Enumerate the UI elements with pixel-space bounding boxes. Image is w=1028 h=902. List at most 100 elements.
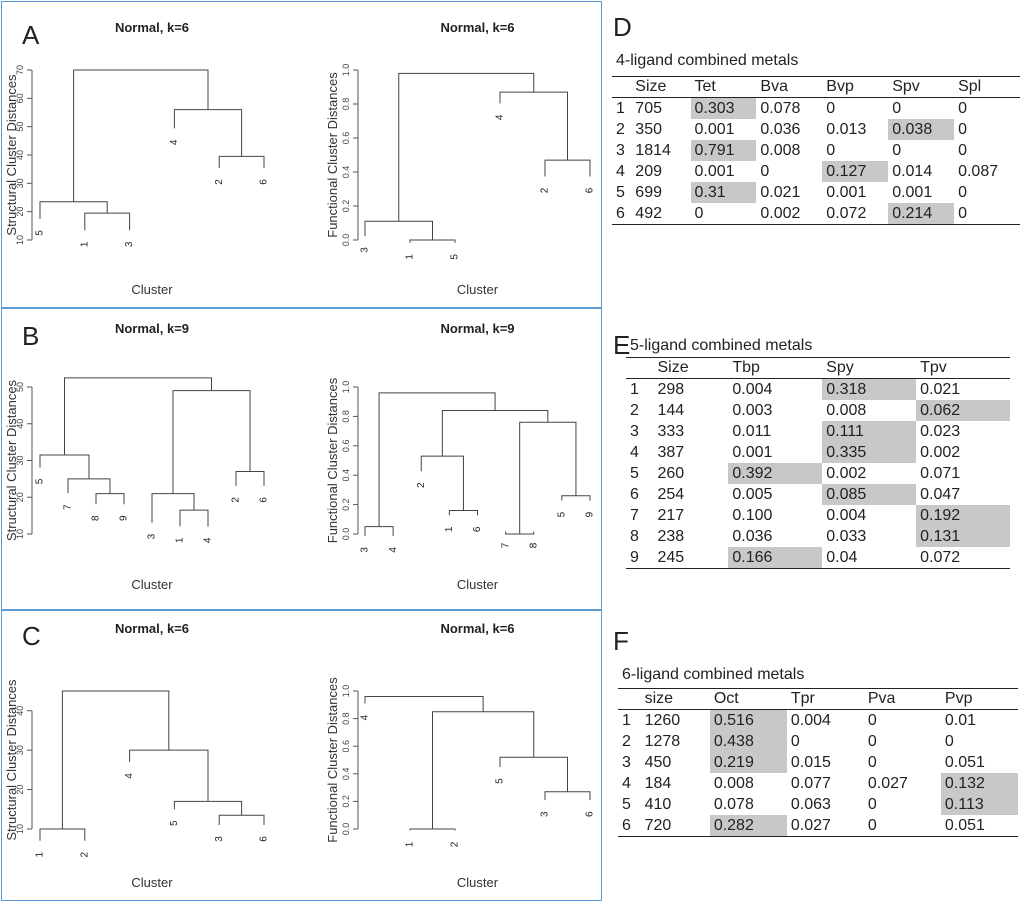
table-cell: 2: [616, 120, 625, 138]
table-cell: 0: [892, 99, 902, 117]
table-cell: 0.011: [732, 422, 772, 440]
table-cell: 0: [863, 815, 941, 837]
leaf-label: 6: [259, 497, 270, 503]
column-header: Pvp: [940, 688, 1018, 710]
table-cell: 0.036: [760, 120, 801, 138]
dendrogram-branch: [364, 526, 394, 536]
leaf-label: 1: [79, 241, 90, 247]
table-cell: 333: [657, 422, 685, 440]
y-tick-label: 70: [15, 65, 25, 75]
table-cell: 238: [657, 527, 685, 545]
table-cell: 0.303: [690, 97, 757, 119]
table-cell: 0.021: [920, 380, 961, 398]
table-cell: 0.085: [822, 484, 917, 505]
structural-dendrogram: Normal, k=6 Cluster Structural Cluster Dis…: [4, 621, 270, 890]
table-cell: 2: [630, 401, 639, 419]
dendrogram-branch: [409, 239, 456, 243]
table-cell: 0.01: [944, 711, 977, 729]
y-tick-label: 40: [15, 150, 25, 160]
table-cell: 0: [944, 732, 954, 750]
table-cell: 0.087: [958, 162, 999, 180]
table-cell: 0.008: [713, 774, 754, 792]
table-row: 4 387 0.001 0.335 0.002: [626, 442, 1010, 463]
y-tick-label: 0.0: [341, 823, 351, 836]
leaf-label: 7: [500, 542, 511, 548]
table-cell: 699: [635, 183, 662, 201]
table-label: F: [613, 626, 629, 656]
y-tick-label: 0.2: [341, 200, 351, 213]
leaf-label: 5: [35, 478, 46, 484]
column-header: [618, 688, 641, 710]
dendrogram-branch: [448, 509, 478, 516]
dendrogram-pair-b: Normal, k=9 Cluster Structural Cluster Dis…: [4, 321, 596, 592]
dendrogram-branch: [67, 478, 111, 494]
table-cell: 0.051: [940, 815, 1018, 837]
leaf-label: 4: [169, 139, 180, 145]
leaf-label: 5: [557, 511, 568, 517]
y-axis-label: Functional Cluster Distances: [325, 377, 340, 543]
table-cell: 0.002: [920, 443, 961, 461]
table-cell: 0.078: [713, 795, 754, 813]
functional-dendrogram: Normal, k=6 Cluster Functional Cluster Dis…: [325, 621, 596, 890]
table-cell: 0: [867, 795, 877, 813]
x-axis-label: Cluster: [131, 282, 173, 297]
table-cell: 1: [630, 380, 639, 398]
y-axis-label: Structural Cluster Distances: [4, 74, 19, 236]
leaf-label: 6: [259, 179, 270, 185]
leaf-label: 3: [214, 836, 225, 842]
dendrogram-title: Normal, k=6: [440, 20, 514, 35]
dendrogram-branch: [378, 392, 496, 527]
table-cell: 9: [626, 547, 654, 569]
table-cell: 0.021: [760, 183, 801, 201]
leaf-label: 2: [450, 841, 461, 847]
table-cell: 0.127: [822, 161, 889, 182]
table-cell: 0.004: [732, 380, 773, 398]
table-cell: 7: [630, 506, 639, 524]
panel-a: A Normal, k=6 Cluster Structural Cluster D…: [1, 1, 602, 308]
table-cell: 0.008: [760, 141, 801, 159]
table-cell: 1814: [635, 141, 671, 159]
leaf-label: 2: [79, 852, 90, 858]
column-header: Spl: [954, 76, 1020, 98]
dendrogram-branch: [420, 455, 464, 511]
x-axis-label: Cluster: [457, 577, 499, 592]
table-4-ligand: Size Tet Bva Bvp Spv Spl 1 705 0.303 0.078 0 0 0 2 350…: [612, 76, 1020, 225]
table-cell: 0.047: [920, 485, 961, 503]
dendrogram-branch: [398, 72, 535, 222]
table-cell: 1: [622, 711, 631, 729]
x-axis-label: Cluster: [131, 577, 173, 592]
table-cell: 0.051: [944, 753, 985, 771]
table-cell: 0: [958, 141, 967, 159]
table-cell: 0: [867, 753, 877, 771]
table-cell: 0: [690, 203, 757, 225]
dendrogram-title: Normal, k=9: [440, 321, 514, 336]
table-row: 1 705 0.303 0.078 0 0 0: [612, 97, 1020, 119]
table-cell: 0.131: [916, 526, 1010, 547]
panel-b: B Normal, k=9 Cluster Structural Cluster D…: [1, 308, 602, 610]
table-cell: 0.013: [826, 120, 867, 138]
table-cell: 0: [958, 183, 967, 201]
functional-dendrogram: Normal, k=6 Cluster Functional Cluster Dis…: [325, 20, 596, 297]
y-tick-label: 50: [15, 122, 25, 132]
y-tick-label: 0.8: [341, 712, 351, 725]
dendrogram-branch: [84, 212, 131, 231]
table-cell: 217: [657, 506, 685, 524]
functional-dendrogram: Normal, k=9 Cluster Functional Cluster Dis…: [325, 321, 596, 592]
table-title: 6-ligand combined metals: [622, 666, 805, 683]
table-cell: 0.04: [822, 547, 917, 569]
table-cell: 492: [631, 203, 691, 225]
table-cell: 254: [657, 485, 685, 503]
leaf-label: 5: [35, 230, 46, 236]
leaf-label: 4: [495, 114, 506, 120]
dendrogram-branch: [173, 800, 243, 816]
table-cell: 0: [790, 732, 800, 750]
table-cell: 0.001: [892, 183, 933, 201]
y-tick-label: 20: [15, 785, 25, 795]
table-cell: 0.063: [790, 795, 831, 813]
y-axis-label: Functional Cluster Distances: [325, 72, 340, 238]
y-tick-label: 20: [15, 492, 25, 502]
table-cell: 298: [657, 380, 685, 398]
table-cell: 705: [635, 99, 662, 117]
y-tick-label: 30: [15, 178, 25, 188]
table-cell: 0.113: [940, 794, 1018, 815]
